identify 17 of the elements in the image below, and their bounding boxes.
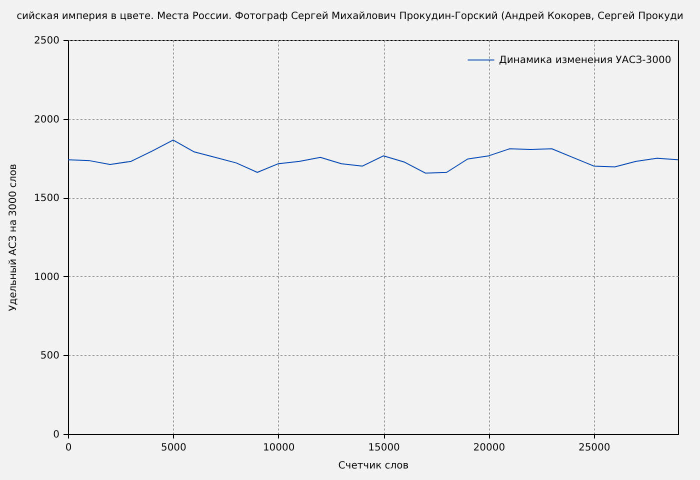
legend-label: Динамика изменения УАСЗ-3000 [499,55,672,66]
x-axis-title: Счетчик слов [338,460,409,472]
y-axis-title: Удельный АСЗ на 3000 слов [8,164,20,312]
chart-title: сийская империя в цвете. Места России. Фотограф Сергей Михайлович Прокудин-Горский (Андрей Кокорев, Сергей Прокуди [16,11,684,22]
x-tick-label: 20000 [473,442,506,454]
x-tick-label: 5000 [160,442,186,454]
x-tick-label: 10000 [262,442,295,454]
y-tick-label: 2500 [34,36,60,46]
y-tick-label: 2000 [34,114,60,126]
y-tick-label: 1500 [34,193,60,204]
y-tick-label: 0 [53,430,60,440]
line-series [68,140,678,174]
y-tick-label: 1000 [34,272,60,283]
x-tick-label: 15000 [368,442,400,454]
x-tick-label: 0 [65,442,72,454]
x-tick-label: 25000 [578,442,610,454]
y-tick-label: 500 [40,350,60,362]
